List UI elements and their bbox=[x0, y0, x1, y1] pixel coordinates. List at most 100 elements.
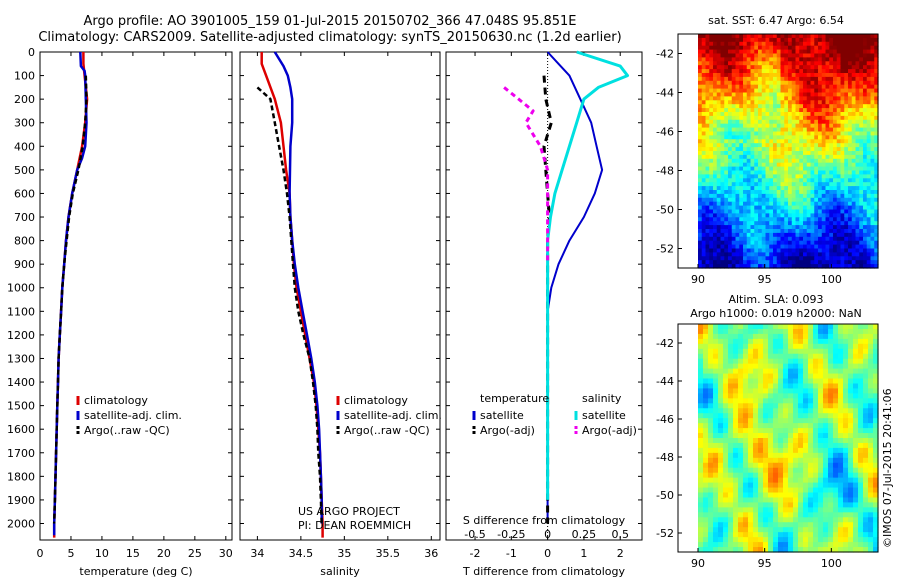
map-cell bbox=[773, 154, 778, 160]
map-cell bbox=[709, 166, 714, 172]
map-cell bbox=[853, 363, 859, 370]
map-cell bbox=[788, 264, 793, 269]
map-cell bbox=[718, 507, 724, 513]
map-cell bbox=[709, 73, 714, 78]
map-cell bbox=[698, 201, 703, 207]
map-cell bbox=[773, 542, 779, 548]
map-cell bbox=[761, 264, 767, 269]
map-cell bbox=[863, 487, 869, 494]
map-cell bbox=[848, 348, 854, 355]
map-cell bbox=[791, 225, 797, 230]
map-cell bbox=[838, 343, 844, 350]
map-cell bbox=[853, 378, 859, 385]
map-cell bbox=[821, 190, 827, 195]
map-cell bbox=[743, 190, 748, 195]
map-cell bbox=[814, 154, 819, 160]
map-cell bbox=[810, 92, 815, 97]
map-cell bbox=[735, 193, 740, 199]
map-cell bbox=[753, 403, 759, 409]
map-cell bbox=[743, 542, 749, 548]
map-cell bbox=[708, 467, 714, 474]
map-cell bbox=[803, 100, 808, 105]
map-cell bbox=[780, 45, 785, 51]
map-cell bbox=[813, 482, 819, 489]
map-cell bbox=[863, 236, 868, 242]
map-cell bbox=[821, 217, 827, 222]
map-cell bbox=[709, 88, 714, 94]
map-cell bbox=[768, 462, 774, 469]
map-cell bbox=[728, 205, 733, 211]
map-cell bbox=[701, 80, 707, 86]
map-cell bbox=[754, 217, 759, 222]
map-cell bbox=[754, 201, 759, 207]
map-cell bbox=[698, 61, 703, 66]
map-cell bbox=[731, 41, 737, 47]
x-tick-label: 34.5 bbox=[289, 547, 314, 560]
map-cell bbox=[743, 403, 749, 409]
map-cell bbox=[814, 123, 819, 129]
map-cell bbox=[821, 158, 827, 164]
map-cell bbox=[808, 547, 814, 553]
map-cell bbox=[853, 348, 859, 355]
map-cell bbox=[758, 398, 764, 404]
map-cell bbox=[728, 151, 733, 156]
map-cell bbox=[698, 34, 703, 39]
map-cell bbox=[813, 537, 819, 543]
map-cell bbox=[784, 240, 789, 246]
map-cell bbox=[739, 252, 744, 257]
map-cell bbox=[814, 76, 819, 82]
map-cell bbox=[698, 517, 704, 523]
map-cell bbox=[723, 403, 729, 409]
map-cell bbox=[739, 143, 744, 148]
map-cell bbox=[723, 324, 729, 330]
x-tick-label: 35 bbox=[337, 547, 351, 560]
map-cell bbox=[829, 213, 834, 218]
map-cell bbox=[780, 119, 785, 125]
map-cell bbox=[698, 398, 704, 404]
map-cell bbox=[761, 182, 767, 187]
map-cell bbox=[859, 225, 864, 230]
map-cell bbox=[773, 34, 778, 39]
map-cell bbox=[724, 174, 729, 179]
map-cell bbox=[863, 232, 868, 238]
map-cell bbox=[731, 174, 737, 179]
map-cell bbox=[799, 112, 804, 117]
map-cell bbox=[709, 264, 714, 269]
map-cell bbox=[791, 240, 797, 246]
map-cell bbox=[753, 492, 759, 499]
map-cell bbox=[746, 178, 752, 183]
map-cell bbox=[723, 378, 729, 385]
map-cell bbox=[818, 328, 824, 335]
map-cell bbox=[735, 182, 740, 187]
map-cell bbox=[728, 256, 733, 261]
map-cell bbox=[698, 182, 703, 187]
map-cell bbox=[855, 45, 860, 51]
map-cell bbox=[873, 512, 879, 518]
map-cell bbox=[803, 80, 808, 86]
map-cell bbox=[713, 115, 718, 121]
map-cell bbox=[851, 92, 857, 97]
map-cell bbox=[810, 49, 815, 55]
map-cell bbox=[795, 37, 800, 43]
map-cell bbox=[758, 45, 763, 51]
map-cell bbox=[713, 123, 718, 129]
map-cell bbox=[813, 492, 819, 499]
map-cell bbox=[705, 53, 710, 58]
map-cell bbox=[859, 244, 864, 250]
map-cell bbox=[709, 119, 714, 125]
map-cell bbox=[866, 119, 872, 125]
map-cell bbox=[863, 84, 868, 90]
map-cell bbox=[836, 162, 842, 168]
map-cell bbox=[818, 472, 824, 479]
map-cell bbox=[799, 260, 804, 265]
map-cell bbox=[738, 408, 744, 414]
map-cell bbox=[783, 418, 789, 424]
map-cell bbox=[848, 244, 853, 250]
map-cell bbox=[713, 80, 718, 86]
map-cell bbox=[761, 41, 767, 47]
map-cell bbox=[788, 457, 794, 464]
map-cell bbox=[739, 170, 744, 175]
map-cell bbox=[703, 507, 709, 513]
map-cell bbox=[724, 57, 729, 62]
map-cell bbox=[713, 162, 718, 168]
